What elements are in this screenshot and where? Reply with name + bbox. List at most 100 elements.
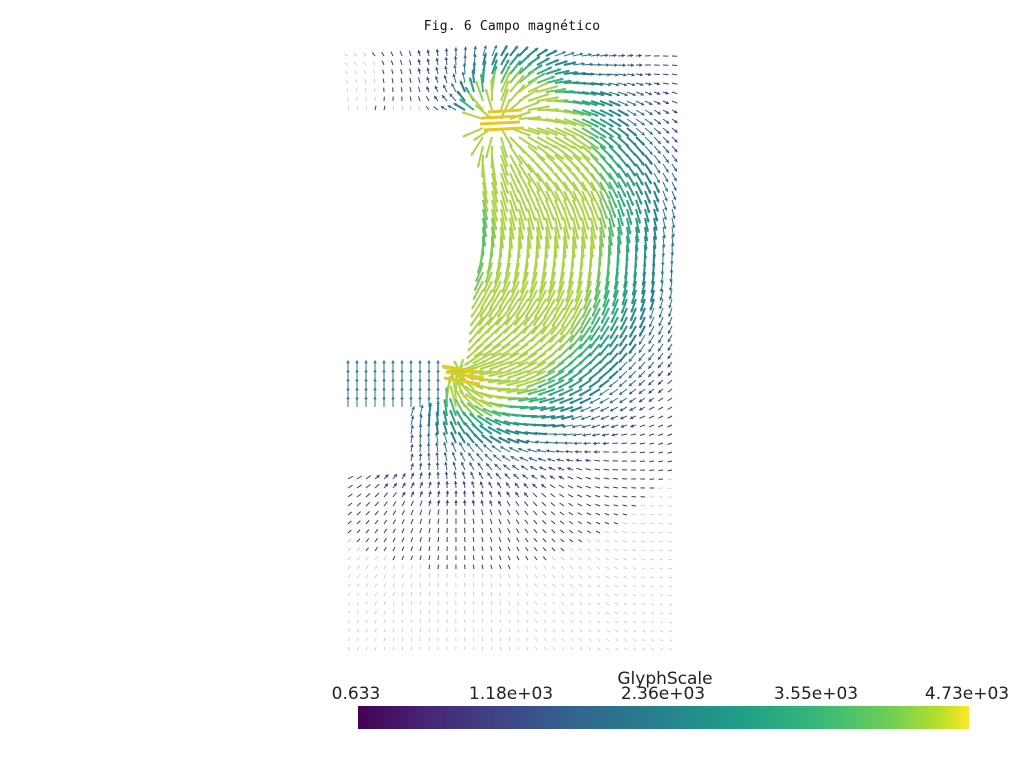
field-arrow (614, 557, 619, 561)
field-arrow (347, 583, 351, 588)
field-arrow-head (417, 50, 421, 54)
field-arrow (641, 576, 646, 579)
field-arrow-head (442, 421, 447, 425)
field-arrow-head (673, 187, 677, 191)
field-arrow (533, 547, 538, 552)
field-arrow (623, 584, 628, 588)
field-arrow-head (619, 399, 623, 403)
field-arrow (557, 271, 565, 294)
field-arrow-head (516, 391, 521, 395)
field-arrow (482, 190, 489, 213)
field-arrow (559, 316, 574, 336)
field-arrow (509, 190, 519, 213)
field-arrow (508, 619, 511, 624)
field-arrow (365, 601, 369, 606)
field-arrow (410, 646, 412, 651)
field-arrow-head (524, 207, 528, 212)
field-arrow-head (444, 48, 449, 52)
field-arrow (551, 307, 565, 328)
field-arrow (587, 566, 592, 570)
field-arrow-head (632, 162, 636, 167)
field-arrow (410, 628, 413, 633)
field-arrow-head (600, 416, 605, 420)
field-arrow-head (485, 154, 489, 159)
field-arrow-head (622, 193, 627, 198)
field-arrow (548, 325, 565, 344)
field-arrow-head (674, 148, 678, 153)
field-arrow-head (547, 377, 552, 381)
field-arrow (554, 199, 565, 221)
field-arrow (500, 65, 511, 84)
field-arrow (545, 88, 567, 93)
field-arrow (409, 77, 412, 84)
field-arrow-head (418, 360, 422, 364)
field-arrow (500, 127, 513, 148)
field-arrow (356, 511, 361, 516)
field-arrow (489, 527, 493, 534)
field-arrow (374, 537, 379, 543)
field-arrow-head (355, 369, 359, 373)
field-arrow-head (609, 103, 613, 107)
field-arrow-head (540, 407, 544, 412)
field-arrow (563, 217, 570, 240)
field-arrow (419, 637, 421, 642)
field-arrow (533, 510, 538, 516)
field-arrow-head (427, 452, 431, 456)
field-arrow-head (638, 210, 642, 215)
field-arrow (608, 217, 615, 237)
field-arrow-head (477, 462, 481, 467)
field-arrow (533, 528, 538, 534)
field-arrow-head (373, 396, 377, 400)
field-arrow (365, 610, 368, 615)
field-arrow-head (564, 449, 569, 454)
field-arrow-head (533, 322, 537, 326)
field-arrow-head (657, 120, 661, 125)
field-arrow (571, 298, 583, 320)
field-arrow-head (476, 164, 481, 168)
field-arrow (383, 519, 388, 525)
field-arrow-head (548, 236, 552, 240)
field-arrow (671, 73, 678, 76)
field-arrow (565, 280, 574, 303)
field-arrow (410, 564, 413, 570)
field-arrow (554, 226, 560, 249)
figure-title: Fig. 6 Campo magnético (423, 19, 601, 34)
field-arrow (590, 226, 596, 249)
field-arrow-head (382, 360, 386, 364)
field-arrow (382, 69, 385, 75)
field-arrow (491, 190, 499, 213)
field-arrow-head (486, 463, 490, 467)
field-arrow (586, 530, 592, 534)
field-arrow (605, 566, 610, 570)
field-arrow (558, 325, 574, 344)
field-arrow-head (373, 387, 377, 391)
field-arrow-head (649, 298, 654, 302)
field-arrow (605, 539, 610, 543)
field-arrow (605, 575, 610, 579)
field-arrow (516, 388, 538, 395)
field-arrow-head (513, 421, 517, 426)
field-arrow (401, 519, 405, 525)
field-arrow-head (629, 333, 633, 338)
field-arrow-head (560, 155, 564, 160)
field-arrow (561, 629, 565, 633)
field-arrow (481, 537, 484, 543)
field-arrow-head (484, 216, 489, 221)
field-arrow-head (510, 289, 515, 293)
field-arrow-head (427, 396, 431, 400)
field-arrow-head (444, 56, 449, 61)
field-arrow (470, 370, 493, 375)
field-arrow (508, 592, 511, 597)
field-arrow (572, 226, 578, 249)
field-arrow-head (629, 325, 634, 330)
field-arrow-head (442, 410, 447, 414)
field-arrow-head (584, 450, 588, 454)
field-arrow (632, 603, 637, 606)
field-arrow-head (576, 226, 581, 230)
field-arrow (603, 468, 610, 471)
field-arrow (509, 208, 517, 231)
field-arrow (572, 136, 592, 151)
field-arrow-head (544, 49, 548, 53)
field-arrow (536, 280, 547, 302)
field-arrow-head (511, 413, 515, 417)
